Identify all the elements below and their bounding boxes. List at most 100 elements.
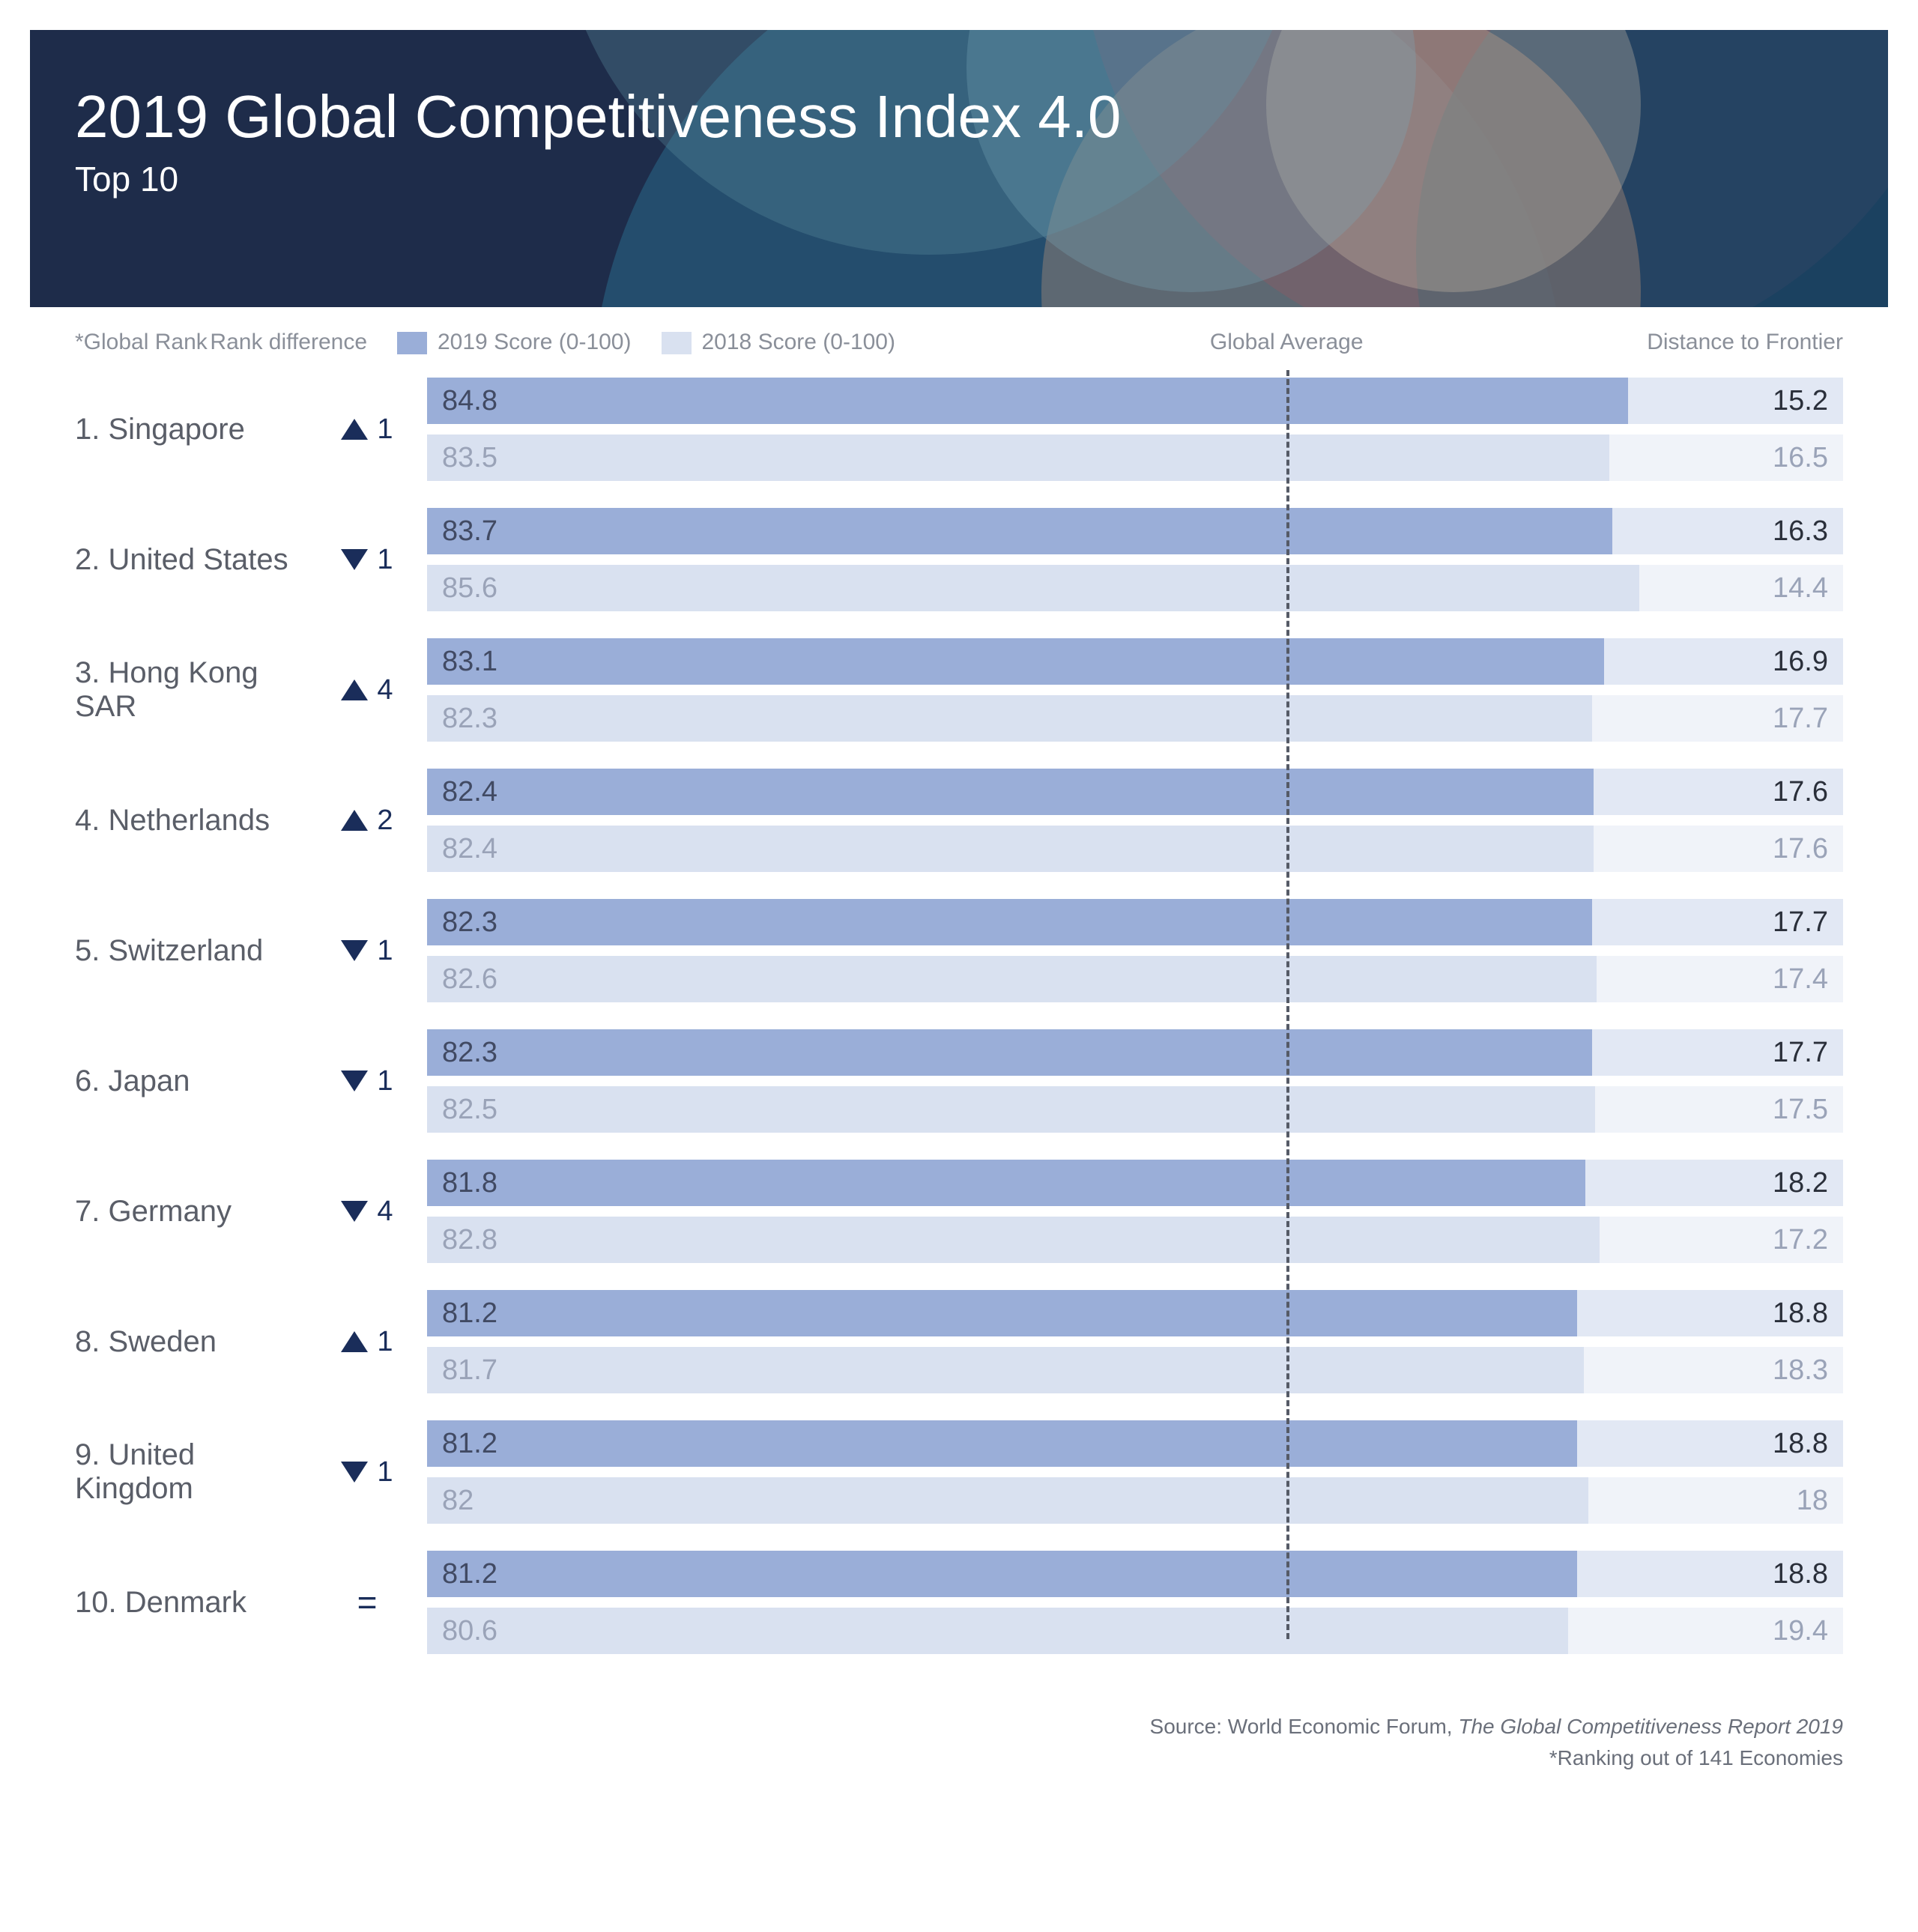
bars-column: 82.317.7 82.6 17.4 [427, 899, 1843, 1002]
legend-rank-diff: Rank difference [210, 330, 367, 355]
bar-fill: 82.4 [427, 826, 1594, 872]
country-label: 9. United Kingdom [75, 1438, 307, 1506]
triangle-down-icon [341, 940, 368, 961]
bar-track: 82.4 17.6 [427, 826, 1843, 872]
country-row: 3. Hong Kong SAR483.116.982.317.7 [75, 638, 1843, 742]
bar-track: 83.5 16.5 [427, 434, 1843, 481]
bar-remainder: 17.6 [1594, 826, 1843, 872]
bar-track: 81.8 18.2 [427, 1160, 1843, 1206]
country-label: 2. United States [75, 543, 307, 577]
bar-track: 80.6 19.4 [427, 1608, 1843, 1654]
bar-remainder: 17.6 [1594, 769, 1843, 815]
legend-global-average: Global Average [1210, 330, 1364, 355]
bar-remainder: 18.8 [1577, 1551, 1843, 1597]
country-row: 1. Singapore184.8 15.2 83.5 16.5 [75, 378, 1843, 481]
rank-difference: 4 [307, 674, 427, 706]
bar-track: 83.1 16.9 [427, 638, 1843, 685]
score-value: 82.3 [442, 1037, 497, 1069]
rank-difference: 4 [307, 1196, 427, 1228]
distance-value: 15.2 [1773, 385, 1828, 417]
footer-source: Source: World Economic Forum, The Global… [30, 1711, 1843, 1774]
bar-fill: 84.8 [427, 378, 1628, 424]
distance-value: 16.9 [1773, 646, 1828, 678]
equals-icon: = [357, 1582, 378, 1623]
country-row: 2. United States183.716.385.614.4 [75, 508, 1843, 611]
rank-difference: = [307, 1582, 427, 1623]
bar-fill: 81.8 [427, 1160, 1585, 1206]
score-value: 85.6 [442, 572, 497, 605]
country-row: 7. Germany481.818.282.817.2 [75, 1160, 1843, 1263]
distance-value: 17.7 [1773, 1037, 1828, 1069]
bar-fill: 81.2 [427, 1420, 1577, 1467]
chart-title: 2019 Global Competitiveness Index 4.0 [75, 82, 1843, 151]
distance-value: 19.4 [1773, 1615, 1828, 1647]
score-value: 82.4 [442, 833, 497, 865]
bar-track: 82.817.2 [427, 1217, 1843, 1263]
bar-track: 82.4 17.6 [427, 769, 1843, 815]
bar-remainder: 17.7 [1592, 1029, 1843, 1076]
distance-value: 18.8 [1773, 1558, 1828, 1590]
distance-value: 17.6 [1773, 776, 1828, 808]
distance-value: 18.8 [1773, 1297, 1828, 1330]
bar-track: 82 18 [427, 1477, 1843, 1524]
country-label: 1. Singapore [75, 413, 307, 446]
bar-remainder: 18.2 [1585, 1160, 1843, 1206]
bar-track: 82.5 17.5 [427, 1086, 1843, 1133]
bar-remainder: 18 [1588, 1477, 1843, 1524]
bar-remainder: 18.8 [1577, 1420, 1843, 1467]
bar-fill: 82.8 [427, 1217, 1600, 1263]
bar-remainder: 18.3 [1584, 1347, 1843, 1393]
bars-column: 82.4 17.6 82.4 17.6 [427, 769, 1843, 872]
bar-track: 82.317.7 [427, 899, 1843, 945]
country-label: 6. Japan [75, 1065, 307, 1098]
header-banner: 2019 Global Competitiveness Index 4.0 To… [30, 30, 1888, 307]
bar-track: 81.718.3 [427, 1347, 1843, 1393]
bars-column: 81.8 18.2 82.817.2 [427, 1160, 1843, 1263]
score-value: 81.8 [442, 1167, 497, 1199]
score-value: 80.6 [442, 1615, 497, 1647]
rank-difference: 1 [307, 1326, 427, 1358]
bars-column: 83.1 16.9 82.317.7 [427, 638, 1843, 742]
bar-fill: 81.2 [427, 1290, 1577, 1336]
bar-fill: 83.7 [427, 508, 1612, 554]
bar-fill: 82.4 [427, 769, 1594, 815]
bar-fill: 82.6 [427, 956, 1597, 1002]
bar-fill: 83.5 [427, 434, 1609, 481]
score-value: 83.5 [442, 442, 497, 474]
triangle-up-icon [341, 419, 368, 440]
bar-fill: 83.1 [427, 638, 1604, 685]
distance-value: 17.5 [1773, 1094, 1828, 1126]
country-row: 4. Netherlands282.417.682.417.6 [75, 769, 1843, 872]
score-value: 82 [442, 1485, 474, 1517]
distance-value: 17.7 [1773, 906, 1828, 939]
global-average-line [1286, 370, 1289, 1639]
chart-area: *Global Rank Rank difference 2019 Score … [30, 307, 1888, 1696]
triangle-up-icon [341, 679, 368, 700]
distance-value: 17.6 [1773, 833, 1828, 865]
distance-value: 14.4 [1773, 572, 1828, 605]
bar-track: 83.7 16.3 [427, 508, 1843, 554]
score-value: 82.3 [442, 703, 497, 735]
bar-remainder: 17.5 [1595, 1086, 1843, 1133]
bar-fill: 82 [427, 1477, 1588, 1524]
triangle-down-icon [341, 1071, 368, 1091]
bar-track: 82.317.7 [427, 695, 1843, 742]
distance-value: 17.4 [1773, 963, 1828, 996]
bar-fill: 85.6 [427, 565, 1639, 611]
bar-region: 1. Singapore184.815.283.516.52. United S… [75, 378, 1843, 1654]
rank-difference: 1 [307, 935, 427, 967]
score-value: 82.4 [442, 776, 497, 808]
triangle-up-icon [341, 810, 368, 831]
triangle-down-icon [341, 1462, 368, 1483]
distance-value: 16.3 [1773, 515, 1828, 548]
bar-remainder: 16.5 [1609, 434, 1843, 481]
bar-remainder: 16.3 [1612, 508, 1843, 554]
rank-difference: 1 [307, 414, 427, 446]
distance-value: 18.2 [1773, 1167, 1828, 1199]
score-value: 82.5 [442, 1094, 497, 1126]
bar-track: 81.2 18.8 [427, 1551, 1843, 1597]
country-label: 4. Netherlands [75, 804, 307, 838]
bar-fill: 81.2 [427, 1551, 1577, 1597]
bars-column: 81.2 18.8 80.6 19.4 [427, 1551, 1843, 1654]
bar-track: 82.6 17.4 [427, 956, 1843, 1002]
